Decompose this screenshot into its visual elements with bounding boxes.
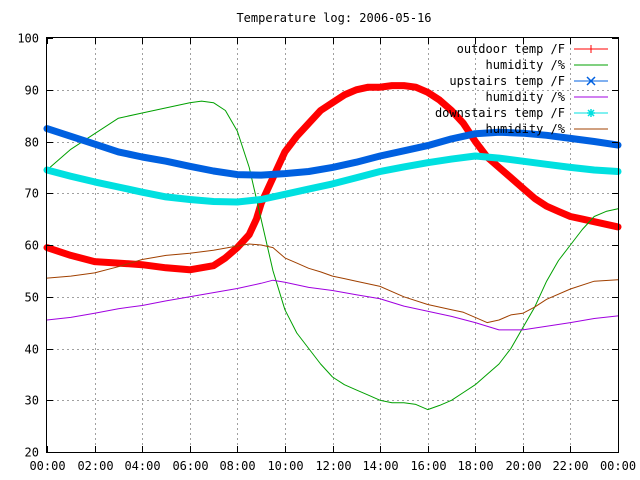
legend-label-1: humidity /%: [486, 58, 566, 72]
x-tick-label: 00:00: [600, 459, 636, 473]
legend-label-4: downstairs temp /F: [435, 106, 565, 120]
y-tick-label: 80: [25, 136, 39, 150]
x-tick-label: 20:00: [505, 459, 541, 473]
series-line-3: [46, 279, 619, 331]
grid: [47, 38, 618, 452]
legend-label-3: humidity /%: [486, 90, 566, 104]
x-tick-label: 14:00: [362, 459, 398, 473]
plot-frame: [46, 37, 619, 453]
y-tick-label: 60: [25, 239, 39, 253]
series-line-4: [43, 152, 622, 206]
x-tick-label: 00:00: [29, 459, 65, 473]
y-tick-label: 70: [25, 187, 39, 201]
axis-ticks: 00:00 02:00 04:00 06:00 08:00 10:00 12:00 14:00…: [17, 32, 636, 474]
x-tick-label: 02:00: [77, 459, 113, 473]
x-tick-label: 04:00: [124, 459, 160, 473]
legend-marker-0: [587, 45, 595, 53]
legend-label-5: humidity /%: [486, 122, 566, 136]
y-tick-label: 40: [25, 343, 39, 357]
series-line-5: [46, 243, 619, 324]
y-tick-label: 20: [25, 446, 39, 460]
series-layer: [43, 82, 622, 411]
x-tick-label: 18:00: [457, 459, 493, 473]
chart-title: Temperature log: 2006-05-16: [236, 11, 431, 25]
x-tick-label: 06:00: [172, 459, 208, 473]
x-tick-label: 16:00: [410, 459, 446, 473]
legend-marker-2: [586, 76, 596, 86]
y-tick-label: 30: [25, 394, 39, 408]
y-tick-label: 90: [25, 84, 39, 98]
legend-marker-4: [587, 109, 595, 117]
series-line-1: [46, 100, 619, 411]
y-tick-label: 50: [25, 291, 39, 305]
y-tick-label: 100: [17, 32, 39, 46]
series-line-0: [43, 82, 622, 274]
x-tick-label: 12:00: [315, 459, 351, 473]
legend-label-0: outdoor temp /F: [457, 42, 565, 56]
series-line-2: [43, 125, 622, 179]
x-tick-label: 22:00: [552, 459, 588, 473]
x-tick-label: 10:00: [267, 459, 303, 473]
x-tick-label: 08:00: [219, 459, 255, 473]
legend-label-2: upstairs temp /F: [449, 74, 565, 88]
legend: outdoor temp /F humidity /% upstairs temp …: [435, 42, 608, 136]
